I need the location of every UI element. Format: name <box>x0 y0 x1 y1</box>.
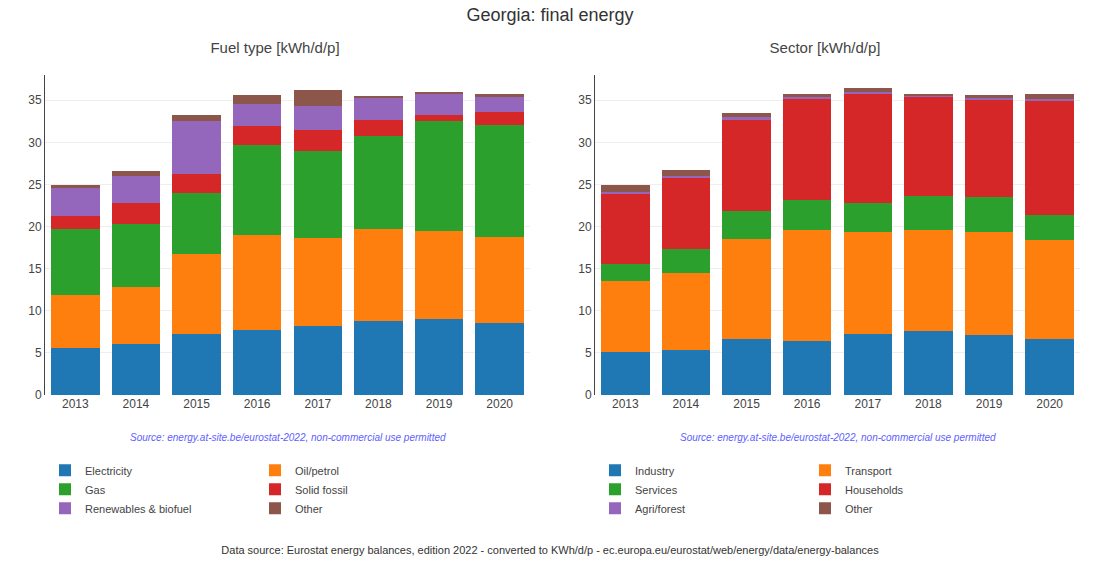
svg-text:15: 15 <box>578 262 592 276</box>
svg-text:Households: Households <box>845 484 904 496</box>
svg-text:2020: 2020 <box>486 397 513 411</box>
svg-text:2018: 2018 <box>365 397 392 411</box>
svg-text:Other: Other <box>845 503 873 515</box>
svg-text:5: 5 <box>585 346 592 360</box>
svg-text:20: 20 <box>28 220 42 234</box>
svg-text:10: 10 <box>578 304 592 318</box>
svg-text:2016: 2016 <box>244 397 271 411</box>
svg-text:2016: 2016 <box>794 397 821 411</box>
svg-text:Industry: Industry <box>635 465 675 477</box>
svg-text:35: 35 <box>578 93 592 107</box>
svg-text:20: 20 <box>578 220 592 234</box>
svg-text:30: 30 <box>28 136 42 150</box>
svg-text:0: 0 <box>585 388 592 402</box>
svg-text:2019: 2019 <box>426 397 453 411</box>
svg-text:2017: 2017 <box>854 397 881 411</box>
svg-text:2014: 2014 <box>673 397 700 411</box>
svg-text:30: 30 <box>578 136 592 150</box>
svg-text:0: 0 <box>35 388 42 402</box>
svg-text:35: 35 <box>28 93 42 107</box>
svg-text:Renewables & biofuel: Renewables & biofuel <box>85 503 191 515</box>
svg-text:2013: 2013 <box>612 397 639 411</box>
svg-text:10: 10 <box>28 304 42 318</box>
svg-text:Oil/petrol: Oil/petrol <box>295 465 339 477</box>
html-text:Georgia: final energy: Georgia: final energy <box>466 5 634 25</box>
svg-text:2013: 2013 <box>62 397 89 411</box>
svg-text:25: 25 <box>578 178 592 192</box>
svg-text:Electricity: Electricity <box>85 465 133 477</box>
svg-text:5: 5 <box>35 346 42 360</box>
html-text:Data source: Eurostat energy b: Data source: Eurostat energy balances, e… <box>221 544 879 556</box>
svg-text:15: 15 <box>28 262 42 276</box>
svg-text:Other: Other <box>295 503 323 515</box>
svg-text:Gas: Gas <box>85 484 106 496</box>
svg-text:Agri/forest: Agri/forest <box>635 503 685 515</box>
svg-text:25: 25 <box>28 178 42 192</box>
svg-text:Solid fossil: Solid fossil <box>295 484 348 496</box>
svg-text:2015: 2015 <box>733 397 760 411</box>
svg-text:Source: energy.at-site.be/euro: Source: energy.at-site.be/eurostat-2022,… <box>130 432 446 443</box>
svg-text:2015: 2015 <box>183 397 210 411</box>
svg-text:2018: 2018 <box>915 397 942 411</box>
svg-text:2019: 2019 <box>976 397 1003 411</box>
svg-text:Sector [kWh/d/p]: Sector [kWh/d/p] <box>770 39 881 56</box>
svg-text:2014: 2014 <box>123 397 150 411</box>
svg-text:2017: 2017 <box>304 397 331 411</box>
svg-text:Source: energy.at-site.be/euro: Source: energy.at-site.be/eurostat-2022,… <box>680 432 996 443</box>
svg-text:Transport: Transport <box>845 465 892 477</box>
svg-text:Fuel type [kWh/d/p]: Fuel type [kWh/d/p] <box>210 39 339 56</box>
svg-text:2020: 2020 <box>1036 397 1063 411</box>
svg-text:Services: Services <box>635 484 678 496</box>
